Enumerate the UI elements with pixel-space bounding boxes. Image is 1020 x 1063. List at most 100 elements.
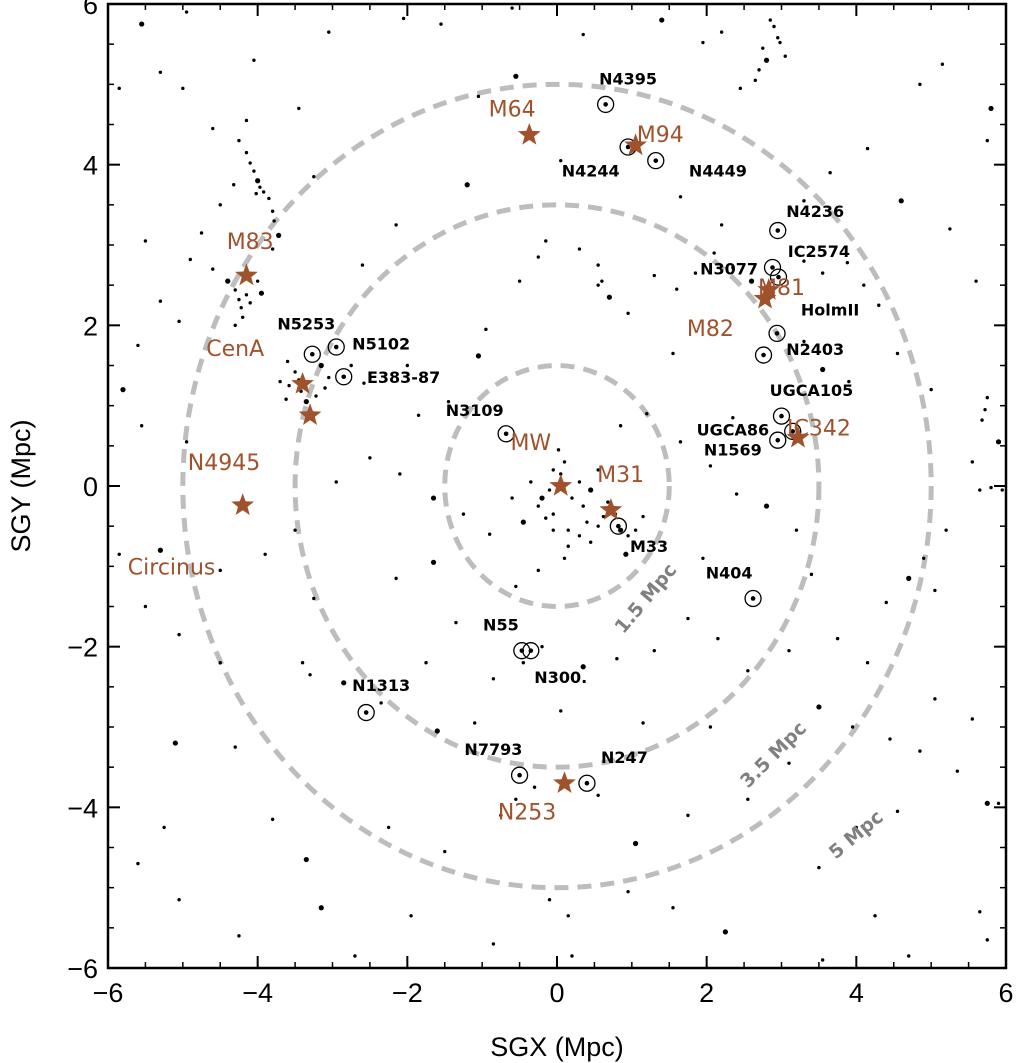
field-point <box>284 397 288 401</box>
field-point <box>802 259 806 263</box>
field-point <box>536 504 540 508</box>
field-point <box>940 62 945 66</box>
field-point <box>439 22 443 26</box>
field-point <box>865 146 870 151</box>
field-point <box>596 263 600 267</box>
field-point <box>272 219 276 223</box>
field-point <box>761 46 765 50</box>
field-point <box>327 375 331 380</box>
field-point <box>255 279 260 283</box>
field-point <box>172 740 178 746</box>
field-point <box>708 464 713 468</box>
field-point <box>394 576 398 581</box>
field-point <box>517 279 522 283</box>
field-point <box>484 327 488 332</box>
field-point <box>293 370 297 374</box>
minor-galaxy-circle <box>647 151 665 170</box>
field-point <box>596 524 600 528</box>
field-point <box>177 319 181 324</box>
field-point <box>984 800 990 806</box>
field-point <box>753 78 758 83</box>
field-point <box>476 94 481 99</box>
field-point <box>626 534 630 538</box>
field-point <box>596 793 600 797</box>
ring-label: 3.5 Mpc <box>736 717 811 792</box>
field-point <box>921 556 926 560</box>
field-point <box>520 519 526 525</box>
field-point <box>293 528 297 532</box>
field-point <box>835 636 840 641</box>
field-point <box>978 488 982 492</box>
minor-galaxy-circle <box>769 221 787 240</box>
field-point <box>566 528 570 532</box>
field-point <box>907 954 911 958</box>
y-tick-label: 2 <box>83 311 98 341</box>
field-point <box>540 644 544 649</box>
x-tick-label: 0 <box>549 978 564 1008</box>
field-point <box>233 288 237 292</box>
minor-galaxy-point <box>774 331 780 336</box>
field-point <box>559 709 563 713</box>
field-point <box>820 958 825 962</box>
minor-galaxy-point <box>517 772 522 778</box>
field-point <box>177 632 181 637</box>
ring-label: 1.5 Mpc <box>611 559 682 638</box>
minor-galaxy-circle <box>784 422 802 441</box>
field-point <box>746 797 750 801</box>
field-point <box>996 801 1001 806</box>
distance-ring <box>292 202 822 770</box>
field-point <box>802 199 806 203</box>
field-point <box>652 648 656 653</box>
minor-galaxy-circle <box>769 431 787 449</box>
minor-galaxy-point <box>775 437 781 443</box>
field-point <box>241 315 245 319</box>
field-point <box>933 588 937 593</box>
minor-galaxy-circle <box>497 425 515 443</box>
field-point <box>430 559 437 565</box>
field-point <box>312 596 316 601</box>
field-point <box>845 260 850 265</box>
field-point <box>499 813 503 818</box>
field-point <box>820 366 826 373</box>
field-point <box>588 487 594 493</box>
field-point <box>734 492 739 496</box>
field-point <box>218 203 222 207</box>
field-point <box>596 283 600 287</box>
major-galaxy-label: N4945 <box>188 451 260 476</box>
minor-galaxy-point <box>761 352 766 358</box>
major-galaxy-label: CenA <box>206 337 264 362</box>
minor-galaxy-circle <box>744 589 762 608</box>
field-point <box>716 636 720 641</box>
field-point <box>368 456 372 460</box>
field-point <box>434 728 440 734</box>
field-point <box>708 725 713 729</box>
x-tick-label: −2 <box>392 978 423 1008</box>
field-point <box>659 17 665 23</box>
field-point <box>623 551 629 557</box>
field-point <box>787 648 791 653</box>
minor-galaxy-label: N1313 <box>352 676 410 695</box>
field-point <box>143 239 148 243</box>
x-tick-label: 4 <box>849 978 864 1008</box>
minor-galaxy-label: N4395 <box>599 69 657 88</box>
field-point <box>188 257 193 262</box>
field-point <box>551 528 555 532</box>
field-point <box>675 287 679 291</box>
field-point <box>989 485 993 490</box>
ring-label: 5 Mpc <box>825 806 888 864</box>
major-galaxy-star <box>549 474 573 496</box>
minor-galaxy-label: N7793 <box>464 740 522 759</box>
minor-galaxy-label: UGCA105 <box>770 381 854 400</box>
field-point <box>539 495 545 501</box>
minor-galaxy-label: N2403 <box>786 340 844 359</box>
field-point <box>237 934 241 938</box>
field-point <box>252 58 256 62</box>
field-point <box>606 500 610 504</box>
field-point <box>898 198 904 204</box>
y-axis-label: SGY (Mpc) <box>6 419 36 552</box>
field-point <box>232 183 236 187</box>
minor-galaxy-circle <box>596 95 615 114</box>
field-point <box>645 412 649 416</box>
field-point <box>559 472 563 476</box>
